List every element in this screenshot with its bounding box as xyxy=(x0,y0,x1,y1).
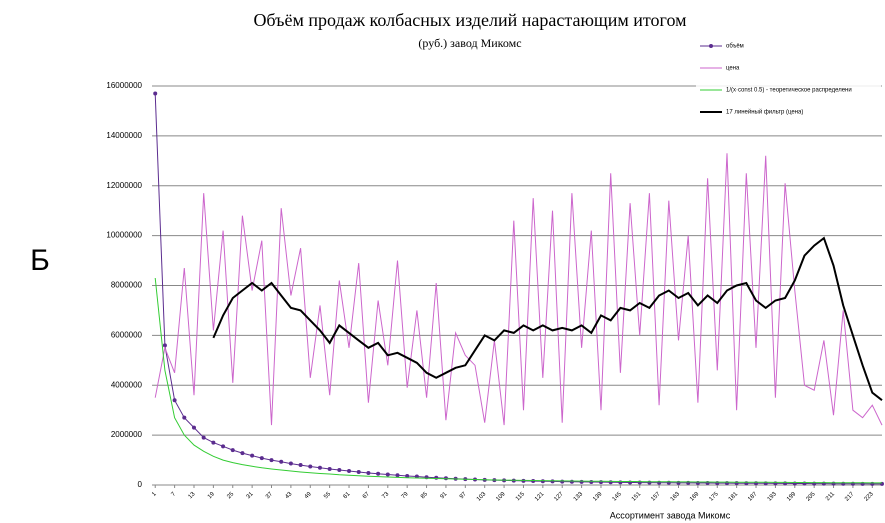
x-tick-label: 205 xyxy=(805,491,817,503)
legend-label: цена xyxy=(726,66,740,72)
x-tick-label: 55 xyxy=(323,491,332,500)
y-tick-label: 14000000 xyxy=(106,131,142,140)
series-marker xyxy=(230,448,235,453)
series-line xyxy=(154,277,882,484)
x-tick-label: 133 xyxy=(573,491,585,503)
x-tick-label: 67 xyxy=(362,491,371,500)
series-line xyxy=(212,236,883,401)
x-tick-label: 169 xyxy=(689,491,701,503)
series-marker xyxy=(598,480,603,485)
x-tick-label: 217 xyxy=(844,491,856,503)
x-tick-label: 109 xyxy=(495,491,507,503)
series-marker xyxy=(560,479,565,484)
series-marker xyxy=(569,479,574,484)
series-marker xyxy=(308,464,313,469)
x-tick-label: 181 xyxy=(728,491,740,503)
x-tick-label: 121 xyxy=(534,491,546,503)
x-tick-label: 199 xyxy=(786,491,798,503)
y-tick-label: 16000000 xyxy=(106,81,142,90)
y-tick-label: 4000000 xyxy=(111,380,143,389)
series-marker xyxy=(172,398,177,403)
series-marker xyxy=(395,473,400,478)
x-tick-label: 49 xyxy=(304,491,313,500)
x-tick-label: 175 xyxy=(708,491,720,503)
series-marker xyxy=(327,467,332,472)
series-marker xyxy=(269,458,274,463)
series-marker xyxy=(540,479,545,484)
x-tick-label: 7 xyxy=(171,491,178,498)
x-tick-label: 79 xyxy=(401,491,410,500)
series-marker xyxy=(153,91,158,96)
series-line xyxy=(154,153,883,426)
side-label: Б xyxy=(30,244,50,277)
legend-marker xyxy=(709,44,713,48)
x-tick-label: 73 xyxy=(381,491,390,500)
x-tick-label: 37 xyxy=(265,491,274,500)
series-marker xyxy=(240,451,245,456)
series-marker xyxy=(211,440,216,445)
x-tick-label: 97 xyxy=(459,491,468,500)
y-tick-label: 0 xyxy=(138,480,143,489)
x-tick-label: 1 xyxy=(151,491,158,498)
series-marker xyxy=(162,343,167,348)
x-tick-label: 19 xyxy=(207,491,216,500)
chart-subtitle: (руб.) завод Микомс xyxy=(418,36,521,50)
x-tick-label: 31 xyxy=(246,491,255,500)
series-marker xyxy=(347,469,352,474)
series-marker xyxy=(298,463,303,468)
series-marker xyxy=(337,468,342,473)
legend-label: 1/(x·const 0.5) - теоретическое распреде… xyxy=(726,88,852,94)
x-tick-label: 157 xyxy=(650,491,662,503)
series-marker xyxy=(405,474,410,479)
legend-label: объём xyxy=(726,44,744,50)
y-tick-label: 10000000 xyxy=(106,231,142,240)
x-tick-label: 223 xyxy=(864,491,876,503)
series-marker xyxy=(376,471,381,476)
x-tick-label: 151 xyxy=(631,491,643,503)
series-marker xyxy=(579,479,584,484)
legend-label: 17 линейный фильтр (цена) xyxy=(726,109,803,116)
series-marker xyxy=(259,456,264,461)
x-tick-label: 163 xyxy=(670,491,682,503)
x-tick-label: 211 xyxy=(825,491,836,502)
series-marker xyxy=(531,479,536,484)
series-marker xyxy=(191,425,196,430)
series-marker xyxy=(356,470,361,475)
x-tick-label: 25 xyxy=(226,491,235,500)
series-marker xyxy=(608,480,613,485)
y-tick-label: 6000000 xyxy=(111,330,143,339)
series-marker xyxy=(288,461,293,466)
series-marker xyxy=(434,475,439,480)
series-marker xyxy=(250,453,255,458)
series-marker xyxy=(201,435,206,440)
x-tick-label: 61 xyxy=(343,491,352,500)
x-tick-label: 43 xyxy=(284,491,293,500)
y-tick-label: 2000000 xyxy=(111,430,143,439)
x-tick-label: 85 xyxy=(420,491,429,500)
x-axis-label: Ассортимент завода Микомс xyxy=(610,510,731,520)
x-tick-label: 145 xyxy=(612,491,624,503)
series-marker xyxy=(589,480,594,485)
series-marker xyxy=(221,444,226,449)
y-tick-label: 8000000 xyxy=(111,281,143,290)
chart-title: Объём продаж колбасных изделий нарастающ… xyxy=(253,10,686,30)
series-marker xyxy=(385,472,390,477)
series-marker xyxy=(366,471,371,476)
x-tick-label: 127 xyxy=(553,491,565,503)
series-marker xyxy=(317,465,322,470)
legend-box xyxy=(696,38,881,130)
series-marker xyxy=(550,479,555,484)
series-marker xyxy=(182,415,187,420)
x-tick-label: 193 xyxy=(767,491,779,503)
x-tick-label: 139 xyxy=(592,491,604,503)
x-tick-label: 187 xyxy=(747,491,759,503)
x-tick-label: 115 xyxy=(515,491,526,502)
x-tick-label: 103 xyxy=(476,491,488,503)
series-marker xyxy=(618,480,623,485)
x-tick-label: 91 xyxy=(439,491,448,500)
x-tick-label: 13 xyxy=(188,491,197,500)
y-tick-label: 12000000 xyxy=(106,181,142,190)
series-marker xyxy=(279,459,284,464)
